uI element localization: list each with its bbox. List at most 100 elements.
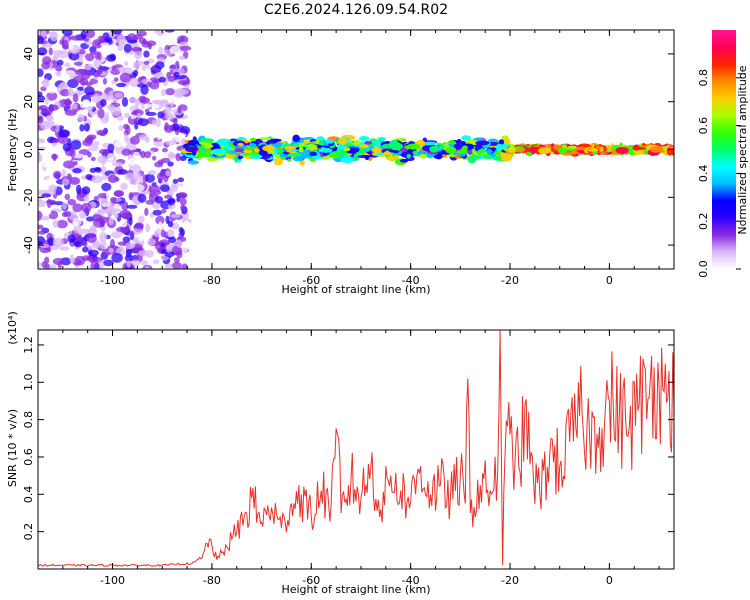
spectrogram-cell <box>467 155 477 164</box>
spectrogram-cell <box>161 208 167 214</box>
spectrogram-cell <box>85 53 95 62</box>
spectrogram-cell <box>68 52 80 61</box>
spectrogram-cell <box>577 149 584 154</box>
spectrogram-cell <box>118 66 127 74</box>
spectrogram-cell <box>46 88 57 94</box>
spectrogram-cell <box>145 173 155 183</box>
spectrogram-cell <box>49 31 59 42</box>
spectrogram-cell <box>461 135 472 141</box>
spectrogram-cell <box>138 215 145 224</box>
spectrogram-cell <box>134 200 140 206</box>
spectrogram-cell <box>290 148 298 153</box>
spectrogram-cell <box>224 147 229 154</box>
colorbar-tick-label: 0.4 <box>697 165 710 183</box>
spectrogram-cell <box>153 140 164 147</box>
spectrogram-cell <box>423 141 437 145</box>
spectrogram-cell <box>45 115 54 121</box>
spectrogram-cell <box>52 170 62 179</box>
spectrogram-cell <box>38 115 44 124</box>
spectrogram-cell <box>97 197 108 203</box>
spectrogram-cell <box>124 112 130 118</box>
spectrogram-cell <box>453 143 463 150</box>
spectrogram-cell <box>61 211 69 217</box>
snr-x-ticks: -100 -80 -60 -40 -20 0 <box>37 330 660 587</box>
spectrogram-cell <box>77 113 85 122</box>
spectrogram-cell <box>54 201 64 206</box>
spectrogram-cell <box>309 151 318 157</box>
spectrogram-cell <box>73 225 82 234</box>
spectrogram-cell <box>138 233 144 242</box>
spectrogram-cell <box>56 219 68 229</box>
spectrogram-cell <box>185 146 199 153</box>
spectrogram-cell <box>97 155 108 164</box>
spectrogram-cell <box>134 222 144 230</box>
snr-y-axis-title: SNR (10 * v/v) <box>6 409 19 487</box>
spectrogram-x-ticks: -100 -80 -60 -40 -20 0 <box>37 30 660 287</box>
spectrogram-cell <box>143 50 150 58</box>
spectrogram-cell <box>91 213 103 222</box>
spectrogram-cell <box>126 260 131 268</box>
spectrogram-cell <box>74 255 86 266</box>
spectrogram-cell <box>157 111 164 119</box>
spectrogram-cell <box>171 261 182 269</box>
spectrogram-cell <box>106 189 113 200</box>
spectrogram-cell <box>175 152 181 162</box>
spectrogram-cell <box>52 138 60 144</box>
spectrogram-marks <box>38 30 674 269</box>
spectrogram-cell <box>151 119 157 127</box>
spectrogram-cell <box>106 104 116 111</box>
spectrogram-cell <box>67 198 77 206</box>
spectrogram-cell <box>177 177 185 183</box>
spectrogram-cell <box>101 175 108 180</box>
spectrogram-y-axis-title: Frequency (Hz) <box>6 109 19 192</box>
spectrogram-cell <box>433 154 444 160</box>
spectrogram-cell <box>88 249 99 257</box>
colorbar-ticks: 0.0 0.2 0.4 0.6 0.8 <box>697 69 741 278</box>
spectrogram-cell <box>52 220 59 228</box>
spectrogram-cell <box>145 136 150 144</box>
spectrogram-cell <box>44 96 49 105</box>
spectrogram-cell <box>100 42 110 47</box>
spectrogram-cell <box>81 186 91 195</box>
spectrogram-cell <box>158 221 163 230</box>
spectrogram-cell <box>38 36 44 45</box>
spectrogram-cell <box>206 149 212 157</box>
spectrogram-cell <box>92 241 100 250</box>
spectrogram-cell <box>273 154 280 158</box>
spectrogram-cell <box>217 138 231 143</box>
spectrogram-cell <box>161 89 167 97</box>
spectrogram-cell <box>130 114 137 120</box>
spectrogram-cell <box>204 143 214 149</box>
snr-y-ticks: 0.2 0.4 0.6 0.8 1.0 1.2 <box>22 336 674 540</box>
spectrogram-cell <box>61 39 69 49</box>
spectrogram-cell <box>98 64 103 75</box>
spectrogram-cell <box>42 163 55 169</box>
spectrogram-cell <box>381 143 395 149</box>
spectrogram-cell <box>93 71 100 78</box>
spectrogram-cell <box>109 208 122 213</box>
spectrogram-cell <box>595 145 600 149</box>
snr-x-tick-label: -100 <box>100 574 125 587</box>
spectrogram-cell <box>91 175 103 184</box>
spectrogram-cell <box>122 212 131 220</box>
spectrogram-cell <box>117 44 124 51</box>
spectrogram-cell <box>106 46 111 52</box>
spectrogram-cell <box>110 30 123 35</box>
spectrogram-cell <box>123 43 132 53</box>
spectrogram-cell <box>110 231 123 239</box>
spectrogram-y-tick-label: -40 <box>22 236 35 254</box>
spectrogram-cell <box>180 204 185 211</box>
spectrogram-cell <box>234 154 239 163</box>
spectrogram-cell <box>121 148 132 156</box>
spectrogram-cell <box>121 97 129 107</box>
snr-y-tick-label: 0.4 <box>22 486 35 504</box>
spectrogram-cell <box>334 149 347 156</box>
snr-x-tick-label: -20 <box>501 574 519 587</box>
spectrogram-cell <box>75 249 84 256</box>
spectrogram-x-tick-label: 0 <box>606 274 613 287</box>
spectrogram-cell <box>131 259 141 267</box>
snr-plot-area <box>38 330 674 569</box>
spectrogram-cell <box>62 142 72 152</box>
spectrogram-cell <box>319 147 333 153</box>
spectrogram-cell <box>136 83 147 88</box>
